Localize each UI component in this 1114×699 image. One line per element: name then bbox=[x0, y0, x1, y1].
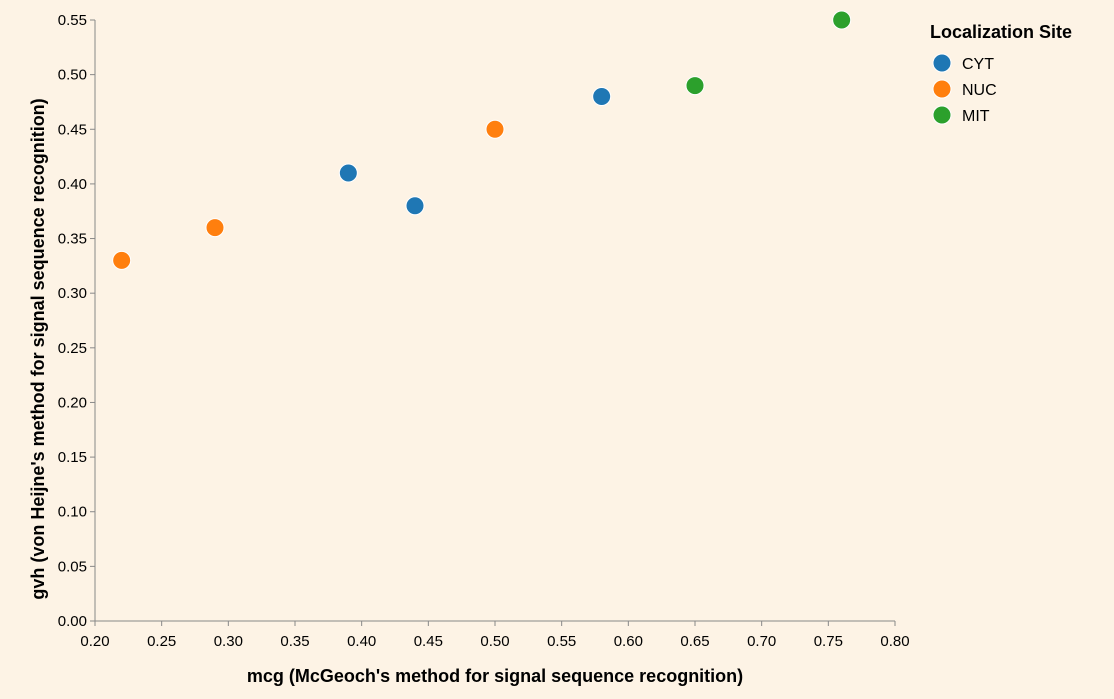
y-tick-label: 0.25 bbox=[58, 340, 87, 357]
data-point-nuc[interactable] bbox=[485, 119, 505, 139]
x-tick-label: 0.20 bbox=[80, 633, 109, 650]
x-tick-label: 0.40 bbox=[347, 633, 376, 650]
legend-swatch-cyt bbox=[932, 53, 952, 73]
data-point-cyt[interactable] bbox=[592, 86, 612, 106]
y-tick-label: 0.30 bbox=[58, 285, 87, 302]
data-point-cyt[interactable] bbox=[405, 196, 425, 216]
data-point-cyt[interactable] bbox=[338, 163, 358, 183]
x-tick-label: 0.25 bbox=[147, 633, 176, 650]
data-point-nuc[interactable] bbox=[112, 250, 132, 270]
y-axis: 0.00 0.05 0.10 0.15 0.20 0.25 0.30 0.35 0.40 0.45… bbox=[58, 12, 96, 630]
y-tick-label: 0.40 bbox=[58, 176, 87, 193]
legend-items: CYT NUC MIT bbox=[932, 53, 997, 125]
legend-label-mit: MIT bbox=[962, 108, 990, 125]
y-tick-label: 0.55 bbox=[58, 12, 87, 29]
legend-title: Localization Site bbox=[930, 22, 1072, 42]
y-axis-title: gvh (von Heijne's method for signal sequ… bbox=[28, 98, 48, 599]
y-tick-label: 0.00 bbox=[58, 613, 87, 630]
x-tick-label: 0.35 bbox=[280, 633, 309, 650]
x-axis: 0.20 0.25 0.30 0.35 0.40 0.45 0.50 0.55 0.60 0.65… bbox=[80, 620, 910, 650]
x-tick-label: 0.50 bbox=[480, 633, 509, 650]
data-point-mit[interactable] bbox=[685, 76, 705, 96]
x-tick-label: 0.70 bbox=[747, 633, 776, 650]
x-tick-label: 0.65 bbox=[680, 633, 709, 650]
y-tick-label: 0.15 bbox=[58, 449, 87, 466]
y-tick-label: 0.45 bbox=[58, 121, 87, 138]
x-tick-label: 0.30 bbox=[214, 633, 243, 650]
legend-label-cyt: CYT bbox=[962, 56, 994, 73]
x-tick-label: 0.45 bbox=[414, 633, 443, 650]
legend: Localization Site CYT NUC MIT bbox=[930, 22, 1072, 125]
legend-swatch-mit bbox=[932, 105, 952, 125]
y-tick-label: 0.05 bbox=[58, 558, 87, 575]
data-point-nuc[interactable] bbox=[205, 218, 225, 238]
data-points bbox=[112, 10, 852, 270]
x-tick-label: 0.80 bbox=[880, 633, 909, 650]
x-tick-label: 0.75 bbox=[814, 633, 843, 650]
x-axis-title: mcg (McGeoch's method for signal sequenc… bbox=[247, 666, 743, 686]
x-tick-label: 0.60 bbox=[614, 633, 643, 650]
y-tick-label: 0.35 bbox=[58, 231, 87, 248]
y-tick-label: 0.20 bbox=[58, 394, 87, 411]
legend-swatch-nuc bbox=[932, 79, 952, 99]
x-tick-label: 0.55 bbox=[547, 633, 576, 650]
legend-label-nuc: NUC bbox=[962, 82, 997, 99]
data-point-mit[interactable] bbox=[832, 10, 852, 30]
y-tick-label: 0.10 bbox=[58, 504, 87, 521]
y-tick-label: 0.50 bbox=[58, 67, 87, 84]
